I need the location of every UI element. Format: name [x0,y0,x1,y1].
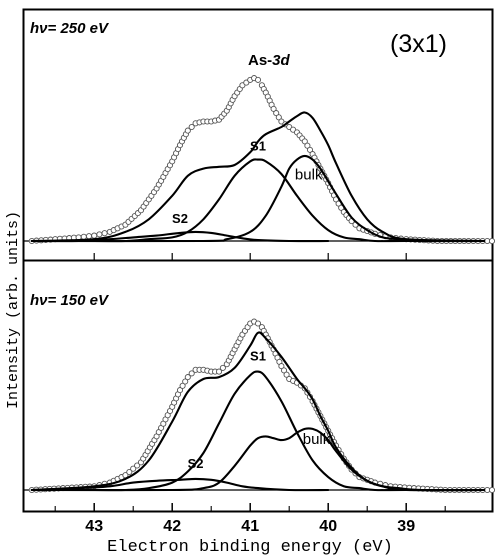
top-bulk-component-line [30,154,486,243]
bottom-data-point [134,462,141,469]
top-data-point [101,230,108,237]
top-data-point [254,76,262,83]
top-envelope-fit-line [30,111,486,243]
bottom-data-point [254,320,262,327]
x-tick-label: 40 [319,518,337,535]
bottom-bulk-component-line [30,427,486,492]
y-axis-label: Intensity (arb. units) [5,211,22,409]
top-data-point [301,138,308,145]
bottom-s1-annotation: S1 [250,349,266,364]
bottom-data-point [280,367,288,374]
top-s1-component-line [30,158,486,243]
top-data-point [85,233,93,240]
bottom-envelope-fit-line [30,331,486,492]
bottom-panel-plot: S1 bulk S2 [24,318,495,494]
top-panel: S1 bulk S2 hν= 250 eV (3x1) As-3d [22,8,495,262]
top-data-point [275,114,282,121]
top-data-point [306,146,314,153]
x-tick-label: 43 [85,518,103,535]
bottom-data-point [283,371,290,378]
top-data-point [91,232,98,239]
top-panel-plot: S1 bulk S2 [24,75,495,245]
bottom-data-point [176,387,184,394]
x-axis-ticks: 43 42 41 40 39 [54,253,446,535]
bottom-panel-photon-energy-label: hν= 150 eV [30,292,110,309]
bottom-measured-data-series [28,318,495,494]
top-data-point [80,233,87,240]
core-level-label: As-3d [248,52,291,69]
bottom-bulk-annotation: bulk [303,431,331,448]
top-data-point [488,237,495,245]
top-s2-component-line [30,230,330,243]
top-data-point [270,105,277,112]
bottom-s1-component-line [30,370,486,492]
bottom-s2-component-line [30,477,330,492]
bottom-data-point [130,465,137,472]
x-axis-label: Electron binding energy (eV) [107,538,393,557]
x-tick-label: 41 [241,518,259,535]
top-data-point [304,142,311,149]
top-data-point [273,110,280,117]
top-data-point [96,231,103,238]
top-panel-photon-energy-label: hν= 250 eV [30,20,110,37]
bottom-panel-frame [22,259,494,513]
bottom-data-point [188,370,195,377]
top-s1-annotation: S1 [250,139,266,154]
bottom-data-point [182,378,189,385]
top-data-point [188,123,195,131]
bottom-s2-annotation: S2 [188,456,204,471]
bottom-data-point [219,364,226,371]
x-tick-label: 42 [163,518,181,535]
top-data-point [184,127,191,134]
bottom-data-point [126,468,133,476]
reconstruction-label: (3x1) [390,30,447,58]
bottom-panel: S1 bulk S2 hν= 150 eV [22,259,495,513]
top-s2-annotation: S2 [172,211,188,226]
bottom-data-point [184,374,191,381]
bottom-data-point [215,368,223,375]
top-bulk-annotation: bulk [295,167,323,184]
bottom-data-point [278,363,285,370]
x-tick-label: 39 [397,518,415,535]
bottom-data-point [179,382,186,389]
bottom-data-point [488,486,495,494]
